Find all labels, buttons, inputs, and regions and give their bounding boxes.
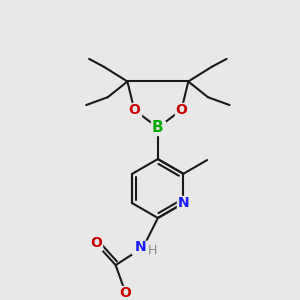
Bar (128, 103, 141, 117)
Bar (90, 237, 102, 250)
Text: N: N (178, 196, 189, 210)
Text: H: H (147, 244, 157, 257)
Bar (151, 121, 165, 134)
Bar (132, 241, 154, 254)
Text: N: N (134, 240, 146, 254)
Text: O: O (176, 103, 188, 117)
Bar (137, 241, 149, 254)
Bar (177, 196, 190, 210)
Text: B: B (152, 120, 164, 135)
Text: O: O (90, 236, 102, 250)
Bar (175, 103, 188, 117)
Text: O: O (128, 103, 140, 117)
Text: O: O (119, 286, 131, 300)
Bar (119, 286, 132, 299)
